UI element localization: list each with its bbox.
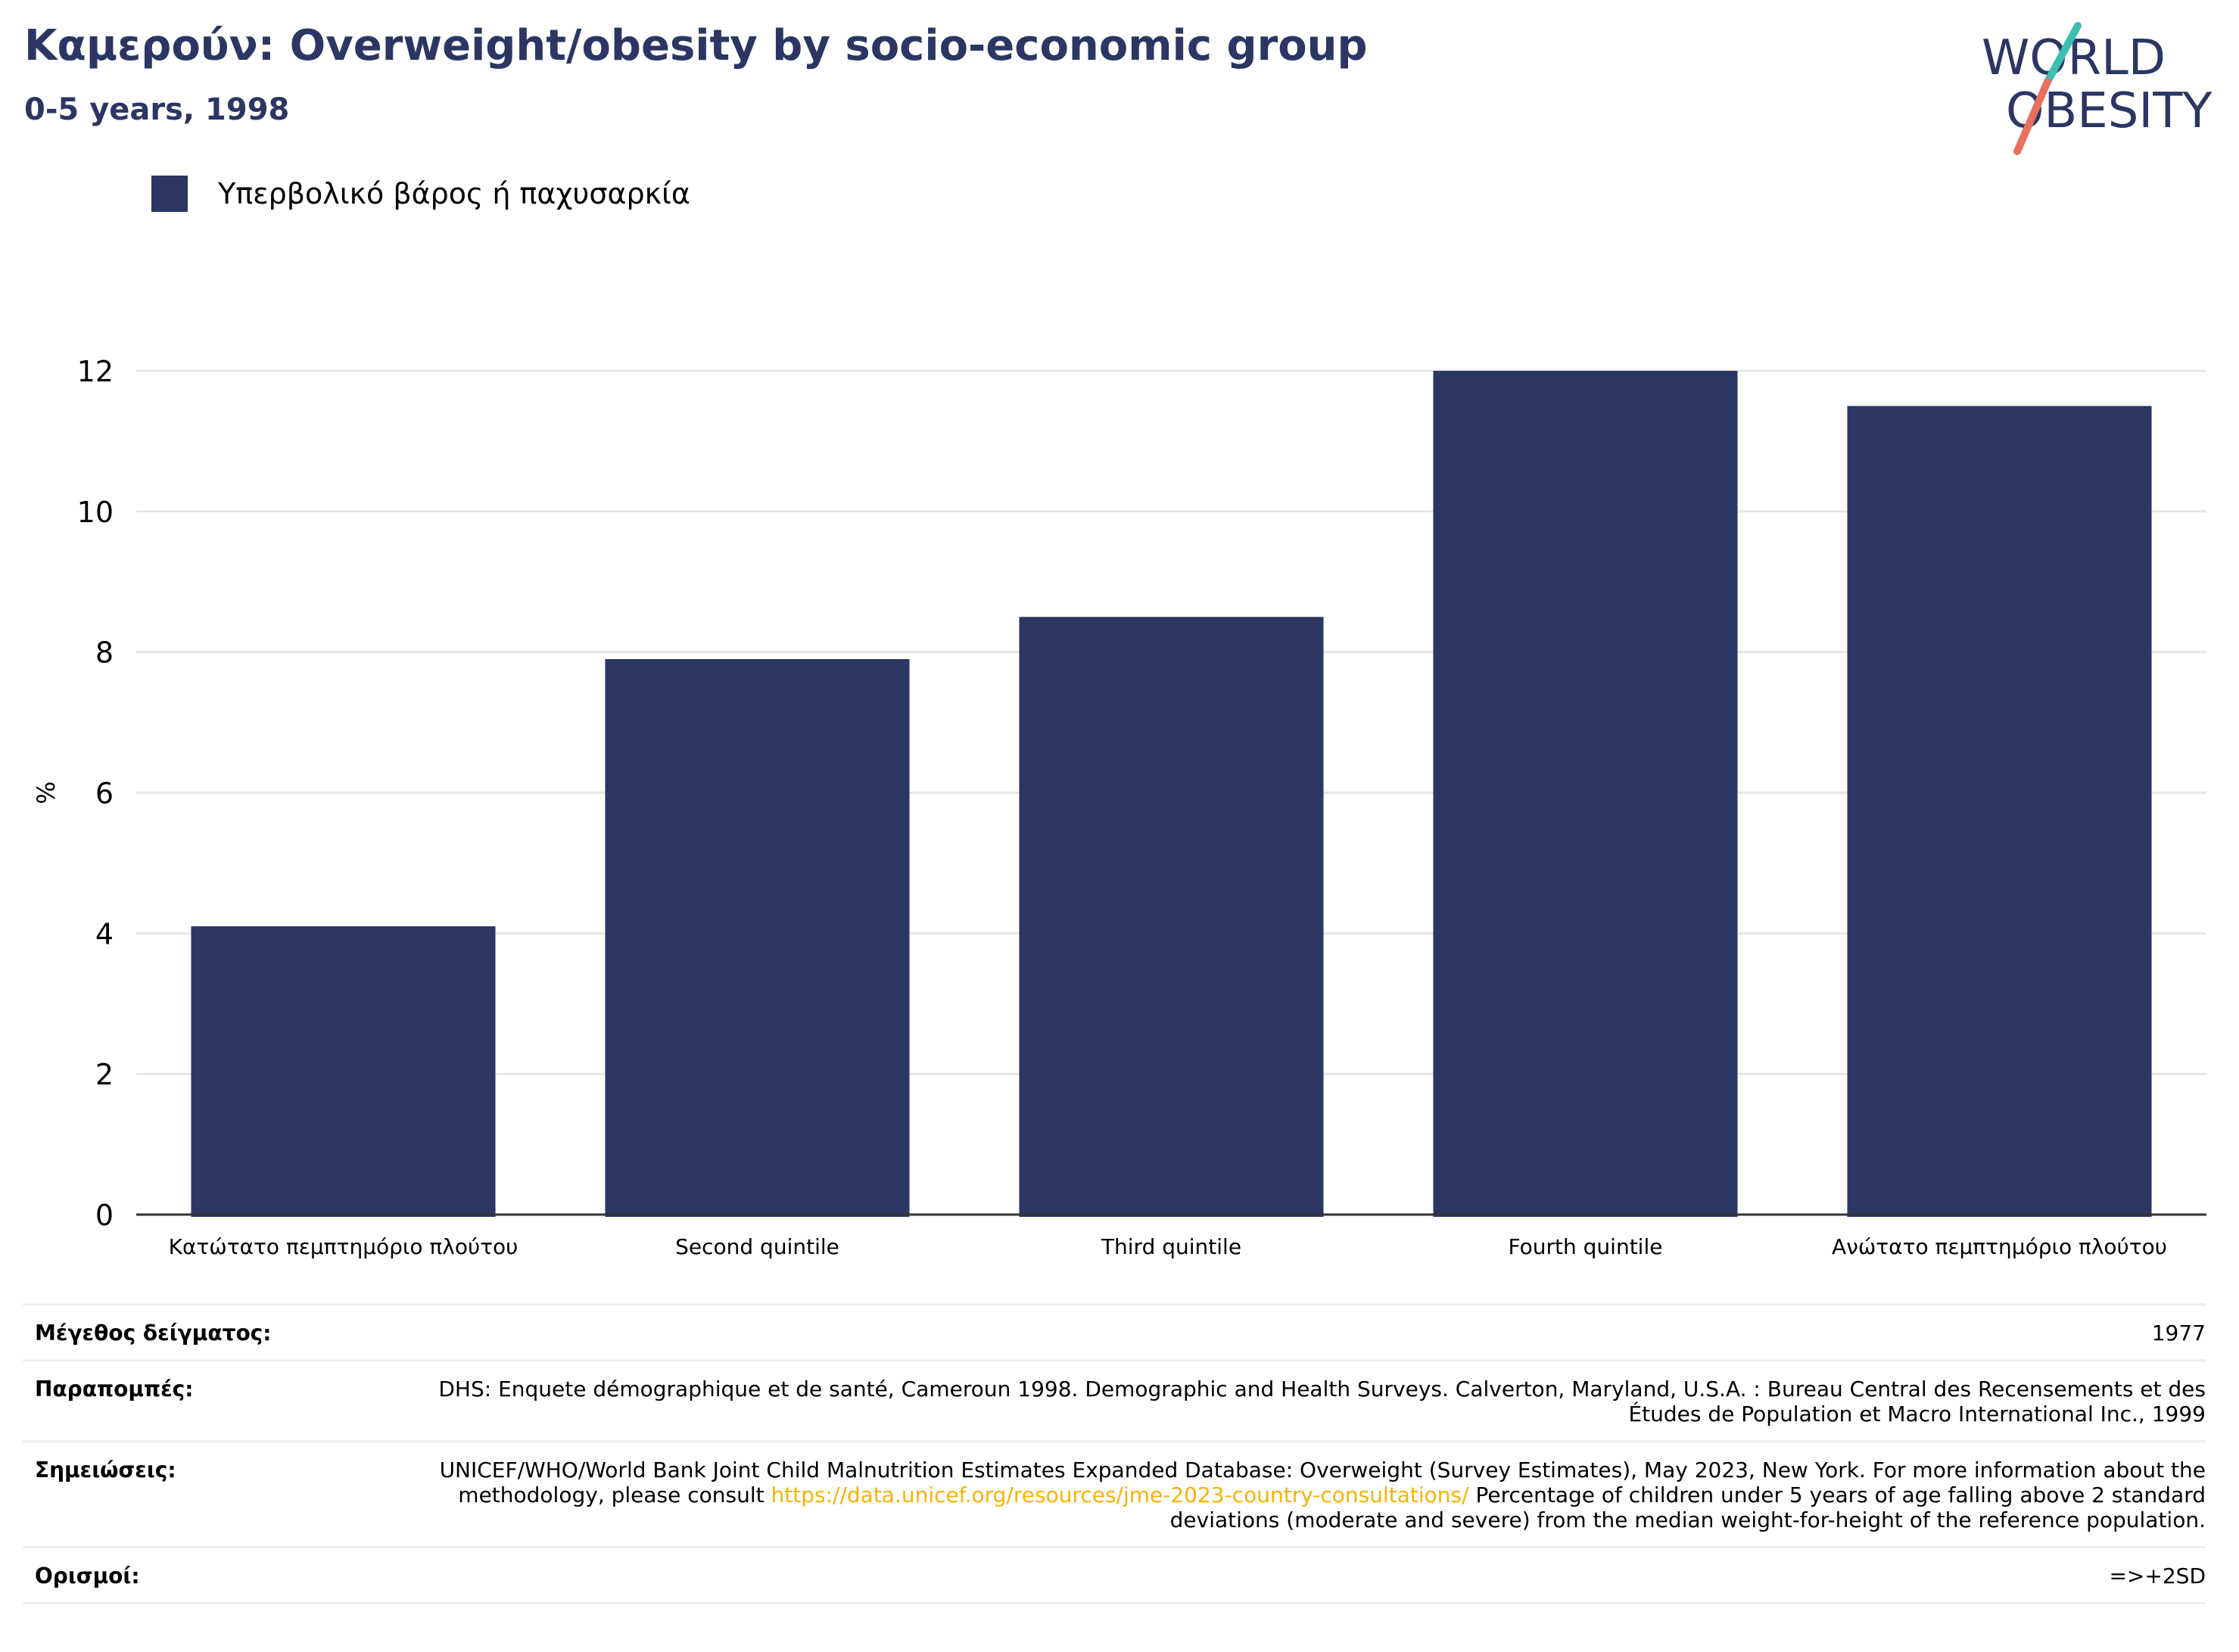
references-value: DHS: Enquete démographique et de santé, … [438, 1377, 2206, 1426]
y-tick-label: 6 [95, 777, 114, 810]
legend-swatch [151, 176, 188, 212]
footer-row-notes: Σημειώσεις: UNICEF/WHO/World Bank Joint … [23, 1440, 2206, 1546]
bar [1847, 406, 2152, 1218]
notes-text-after: Percentage of children under 5 years of … [1169, 1482, 2206, 1532]
logo-slash-coral [2013, 78, 2051, 155]
logo-slash-teal [2044, 22, 2082, 86]
bar-chart: 0 2 4 6 8 10 12% Κατώτατο πεμπτημόριο πλούτου Se… [32, 355, 2206, 1259]
world-obesity-logo: WORLD OBESITY [1982, 22, 2213, 155]
x-tick-label: Third quintile [1101, 1234, 1241, 1259]
y-tick-label: 8 [95, 636, 114, 670]
notes-link[interactable]: https://data.unicef.org/resources/jme-20… [771, 1482, 1469, 1507]
x-tick-label: Fourth quintile [1509, 1234, 1663, 1259]
footer-table: Μέγεθος δείγματος: 1977 Παραπομπές: DHS:… [23, 1303, 2206, 1604]
bar [1433, 371, 1738, 1217]
chart-title: Καμερούν: Overweight/obesity by socio-ec… [24, 21, 1368, 70]
footer-row-definitions: Ορισμοί: =>+2SD [23, 1546, 2206, 1604]
sample-size-label: Μέγεθος δείγματος: [35, 1321, 272, 1346]
bar [191, 926, 496, 1217]
bar [1019, 617, 1324, 1217]
y-tick-label: 12 [77, 355, 114, 388]
references-label: Παραπομπές: [35, 1377, 194, 1402]
legend-label: Υπερβολικό βάρος ή παχυσαρκία [218, 177, 690, 210]
definitions-label: Ορισμοί: [35, 1563, 140, 1588]
x-tick-label: Κατώτατο πεμπτημόριο πλούτου [169, 1234, 518, 1259]
bar [605, 658, 910, 1217]
footer-row-references: Παραπομπές: DHS: Enquete démographique e… [23, 1359, 2206, 1440]
y-tick-label: 10 [77, 496, 114, 529]
legend: Υπερβολικό βάρος ή παχυσαρκία [151, 176, 690, 212]
sample-size-value: 1977 [2151, 1321, 2206, 1346]
definitions-value: =>+2SD [2109, 1563, 2206, 1588]
y-tick-label: 0 [95, 1199, 114, 1232]
x-tick-label: Second quintile [675, 1234, 839, 1259]
notes-label: Σημειώσεις: [35, 1458, 176, 1482]
notes-text-before: UNICEF/WHO/World Bank Joint Child Malnut… [439, 1458, 2206, 1507]
x-tick-label: Ανώτατο πεμπτημόριο πλούτου [1832, 1234, 2167, 1259]
notes-value: UNICEF/WHO/World Bank Joint Child Malnut… [419, 1458, 2206, 1532]
y-tick-label: 2 [95, 1058, 114, 1091]
chart-subtitle: 0-5 years, 1998 [24, 92, 290, 127]
y-tick-label: 4 [95, 917, 114, 950]
y-axis-label: % [32, 781, 61, 804]
footer-row-sample-size: Μέγεθος δείγματος: 1977 [23, 1303, 2206, 1359]
